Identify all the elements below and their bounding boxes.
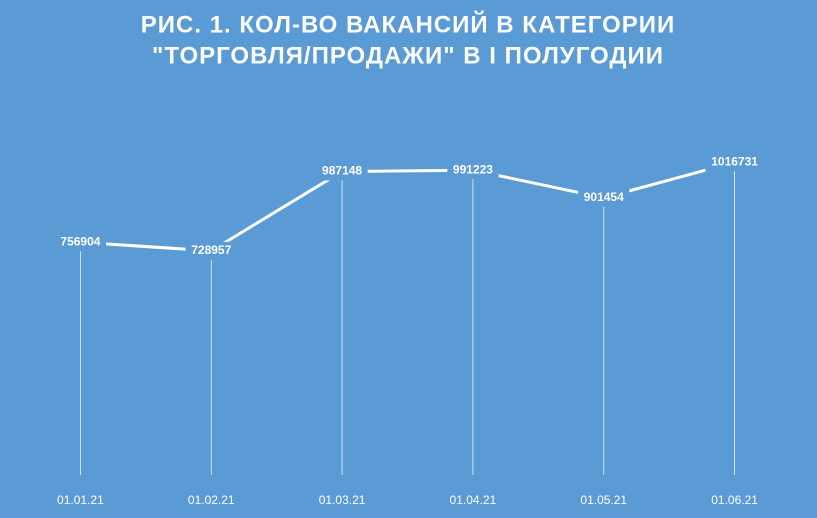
data-label-bg [447,161,499,180]
data-label: 987148 [322,164,362,178]
chart-title: "ТОРГОВЛЯ/ПРОДАЖИ" В I ПОЛУГОДИИ [152,42,664,69]
x-tick-label: 01.01.21 [57,493,104,507]
data-label: 991223 [453,162,493,176]
x-tick-label: 01.04.21 [450,493,497,507]
data-label-bg [578,188,630,207]
x-tick-label: 01.05.21 [580,493,627,507]
data-label: 1016731 [711,155,758,169]
x-tick-label: 01.02.21 [188,493,235,507]
data-label: 901454 [584,190,624,204]
data-label-bg [316,162,368,181]
data-label: 756904 [60,234,100,248]
data-label-bg [705,153,764,172]
data-label-bg [185,241,237,260]
x-tick-label: 01.06.21 [711,493,758,507]
chart-title: РИС. 1. КОЛ-ВО ВАКАНСИЙ В КАТЕГОРИИ [141,10,675,38]
data-label-bg [54,233,107,252]
data-label: 728957 [191,243,231,257]
x-tick-label: 01.03.21 [319,493,366,507]
